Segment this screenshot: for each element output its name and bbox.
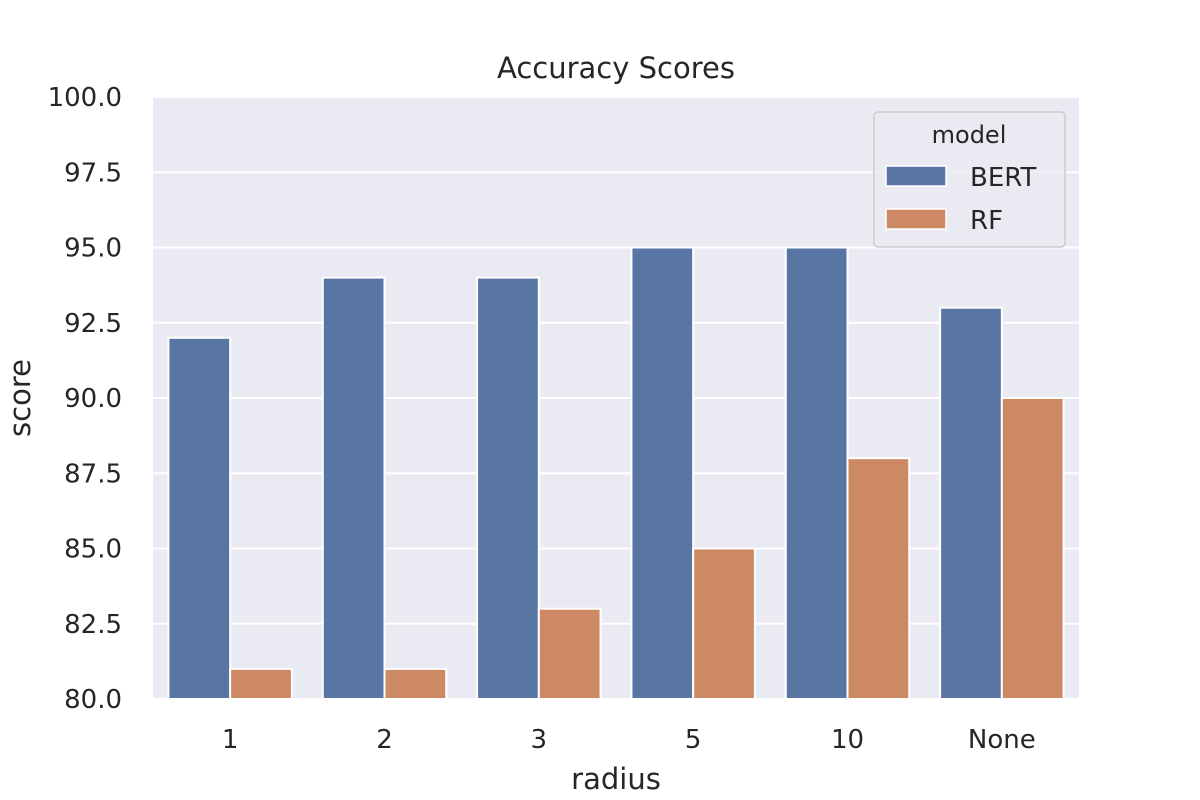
x-tick-label: 5 (685, 725, 702, 755)
y-tick-label: 85.0 (64, 535, 122, 565)
y-tick-label: 90.0 (64, 384, 122, 414)
bar-bert-3 (476, 276, 540, 700)
bar-rf-2 (383, 667, 448, 701)
legend-swatch-rf (885, 208, 947, 230)
legend-title: model (932, 121, 1007, 149)
bar-bert-5 (630, 246, 695, 700)
x-tick-label: 2 (376, 725, 393, 755)
x-tick-label: None (968, 725, 1036, 755)
y-tick-labels: 80.0 82.5 85.0 87.5 90.0 92.5 95.0 97.5 100.0 (48, 83, 122, 715)
y-tick-label: 92.5 (64, 309, 122, 339)
y-tick-label: 87.5 (64, 459, 122, 489)
y-tick-label: 82.5 (64, 610, 122, 640)
y-tick-label: 80.0 (64, 685, 122, 715)
x-tick-label: 3 (531, 725, 548, 755)
bar-rf-3 (537, 607, 602, 701)
y-axis-title: score (3, 359, 37, 437)
bar-rf-none (1000, 397, 1065, 700)
bar-rf-1 (229, 667, 293, 701)
legend-label-bert: BERT (970, 163, 1036, 193)
bar-rf-5 (692, 547, 756, 700)
x-axis-title: radius (571, 762, 661, 796)
bar-bert-2 (321, 276, 386, 700)
bar-rf-10 (846, 457, 911, 701)
y-tick-label: 95.0 (64, 234, 122, 264)
legend: model BERT RF (873, 111, 1066, 248)
x-tick-label: 10 (831, 725, 864, 755)
legend-label-rf: RF (970, 206, 1003, 236)
chart-title: Accuracy Scores (497, 51, 735, 85)
y-tick-label: 100.0 (48, 83, 122, 113)
x-tick-labels: 1 2 3 5 10 None (222, 725, 1036, 755)
y-tick-label: 97.5 (64, 158, 122, 188)
bar-bert-none (939, 306, 1003, 700)
x-tick-label: 1 (222, 725, 239, 755)
bar-bert-1 (167, 336, 232, 700)
bars (167, 246, 1065, 701)
legend-swatch-bert (885, 165, 947, 187)
bar-bert-10 (784, 246, 849, 700)
